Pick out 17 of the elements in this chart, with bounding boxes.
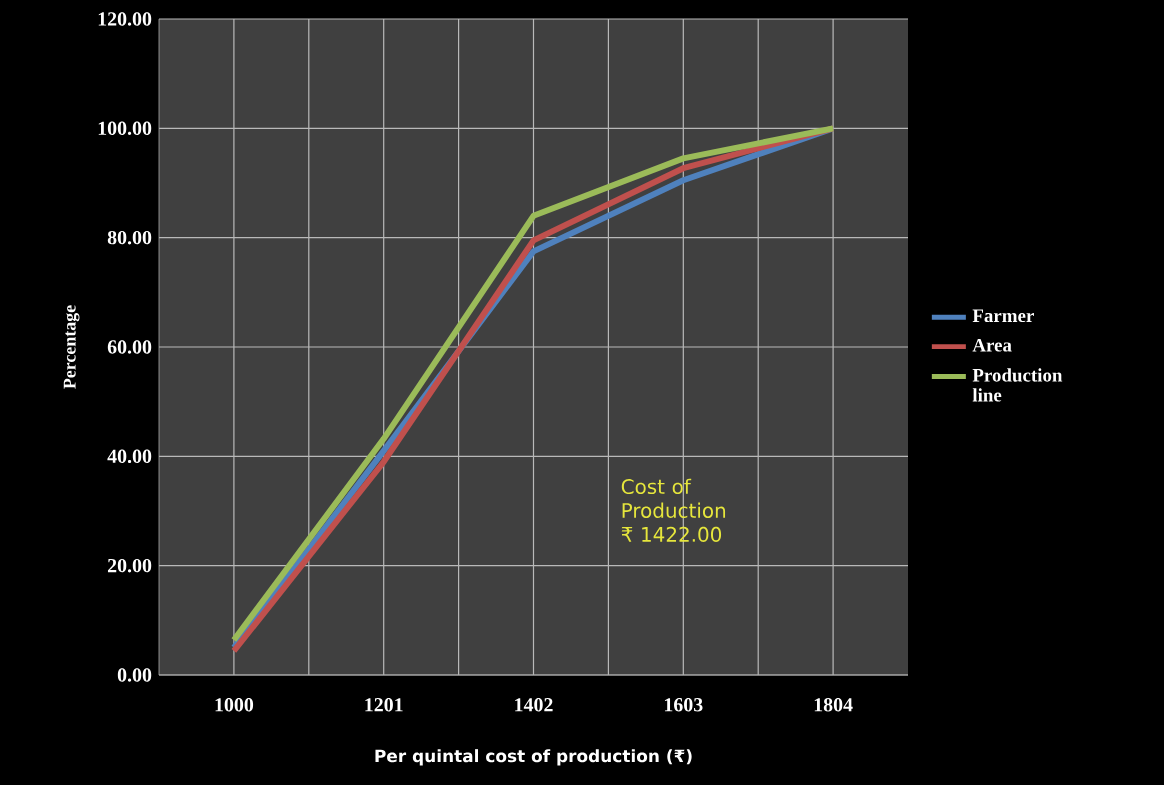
y-tick-label: 100.00: [98, 121, 152, 136]
y-tick-label: 120.00: [98, 12, 152, 26]
y-tick-label: 0.00: [117, 668, 152, 682]
y-tick-label: 80.00: [107, 230, 152, 245]
legend-label: Farmer: [972, 309, 1034, 323]
y-tick-label: 40.00: [107, 449, 152, 464]
x-tick-label: 1000: [215, 698, 254, 712]
y-tick-label: 20.00: [107, 558, 152, 573]
x-tick-label: 1603: [664, 698, 703, 712]
y-tick-label: 60.00: [107, 340, 152, 354]
x-tick-label: 1201: [365, 698, 403, 712]
x-axis-title: Per quintal cost of production (₹): [375, 749, 692, 766]
x-tick-label: 1804: [814, 698, 853, 712]
legend-label: Production line: [972, 368, 1063, 402]
y-axis-title: Percentage: [63, 305, 80, 389]
x-tick-label: 1402: [515, 698, 553, 712]
legend-label: Area: [972, 338, 1012, 352]
